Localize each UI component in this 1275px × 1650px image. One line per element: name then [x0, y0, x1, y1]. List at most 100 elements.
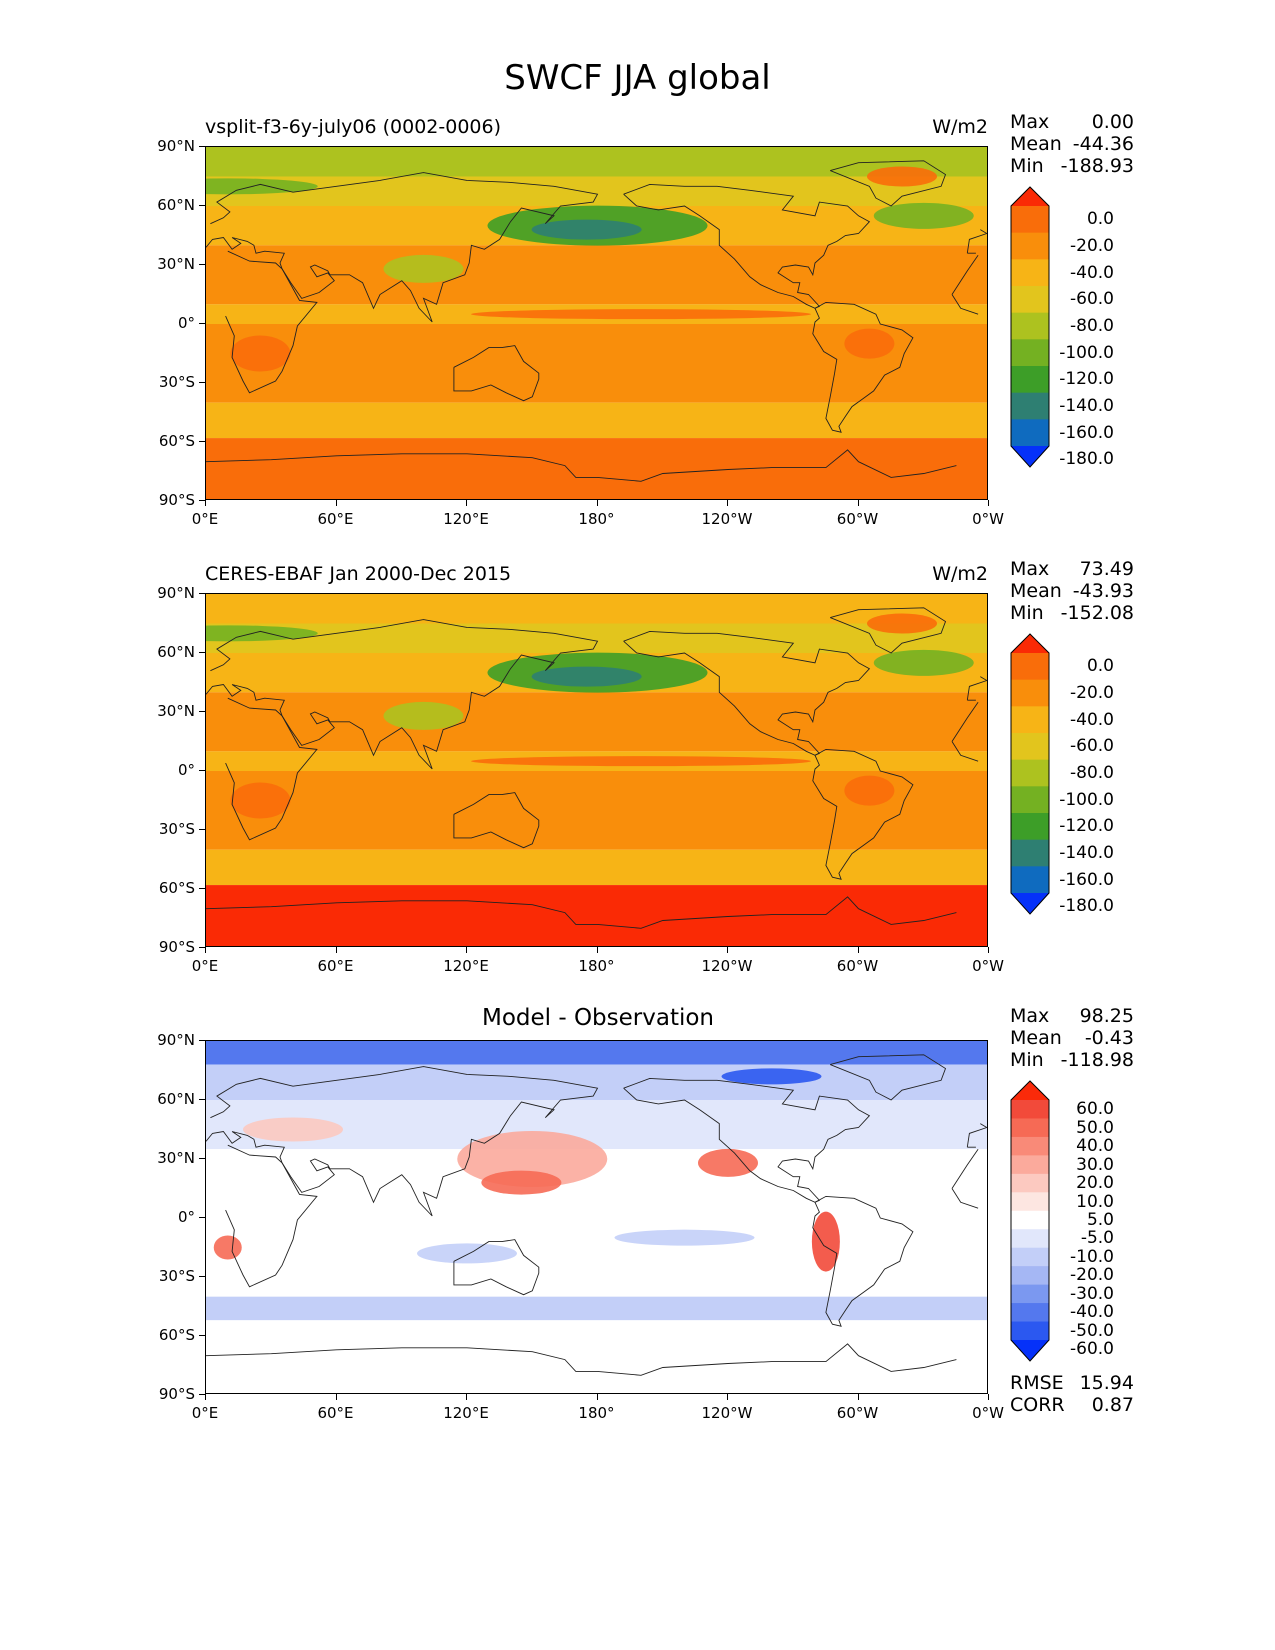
coastline-eurasia: [206, 172, 987, 323]
field-north-atlantic-cloud: [873, 202, 974, 229]
lat-tick-mark: [199, 146, 205, 147]
stat-label: Min: [1010, 1049, 1044, 1071]
lon-tick-label: 60°E: [317, 510, 354, 528]
colorbar-label: 20.0: [1076, 1173, 1114, 1194]
stat-label: Max: [1010, 1005, 1050, 1027]
lon-tick-mark: [205, 500, 206, 506]
lon-tick-label: 120°W: [701, 1404, 753, 1422]
stat-min: Min -118.98: [1010, 1049, 1134, 1071]
field-southern-africa: [230, 782, 291, 819]
colorbar-segment: [1011, 206, 1049, 234]
field-band-subarctic: [206, 1064, 987, 1100]
field-asian-monsoon: [383, 254, 464, 283]
lon-tick-label: 120°W: [701, 957, 753, 975]
colorbar-segment: [1011, 1266, 1049, 1286]
lat-tick-label: 90°N: [157, 137, 195, 155]
stat-min: Min -152.08: [1010, 602, 1134, 624]
lat-tick-mark: [199, 947, 205, 948]
stat-label: Mean: [1010, 580, 1062, 602]
lon-tick-label: 120°E: [443, 510, 489, 528]
coastline-south-america: [812, 748, 914, 880]
colorbar-extend-max: [1011, 1081, 1049, 1100]
stat-label: CORR: [1010, 1394, 1065, 1416]
lon-tick-label: 120°W: [701, 510, 753, 528]
lon-tick-label: 60°W: [836, 957, 879, 975]
lon-tick-mark: [727, 947, 728, 953]
lon-tick-label: 0°W: [972, 957, 1004, 975]
map-observation[interactable]: [205, 593, 988, 947]
stat-value: 15.94: [1079, 1372, 1134, 1394]
colorbar: [1010, 633, 1050, 915]
lon-tick-label: 180°: [578, 1404, 615, 1422]
colorbar-extend-max: [1011, 187, 1049, 206]
stat-value: -188.93: [1060, 155, 1134, 177]
map-canvas: [206, 147, 987, 499]
coastline-australia: [453, 792, 540, 849]
colorbar-segment: [1011, 419, 1049, 447]
colorbar-outline: [1010, 633, 1050, 915]
lat-tick-label: 90°S: [158, 938, 195, 956]
colorbar-segment: [1011, 759, 1049, 787]
coastline-greenland: [830, 1054, 947, 1101]
colorbar-label: -80.0: [1070, 316, 1114, 336]
lon-tick-label: 60°E: [317, 957, 354, 975]
stat-label: Mean: [1010, 1027, 1062, 1049]
lat-tick-mark: [199, 441, 205, 442]
lon-tick-label: 180°: [578, 957, 615, 975]
lon-tick-mark: [857, 1394, 859, 1400]
colorbar-outline: [1010, 1080, 1050, 1362]
colorbar-label: -180.0: [1059, 896, 1114, 917]
field-south-america: [844, 775, 895, 806]
coastline-south-america: [812, 301, 914, 433]
stat-max: Max 73.49: [1010, 558, 1134, 580]
lon-tick-mark: [596, 947, 598, 953]
lon-tick-label: 0°E: [191, 957, 219, 975]
lon-tick-mark: [335, 947, 337, 953]
field-band-antarctic: [206, 885, 987, 946]
colorbar-label: -120.0: [1059, 816, 1114, 837]
stat-label: Max: [1010, 111, 1050, 133]
colorbar-segment: [1011, 339, 1049, 367]
field-band-arctic: [206, 594, 987, 624]
map-model[interactable]: [205, 146, 988, 500]
lat-tick-mark: [199, 1394, 205, 1395]
colorbar-label: 60.0: [1076, 1099, 1114, 1120]
colorbar-label: -5.0: [1080, 1228, 1114, 1249]
coastline-africa: [225, 250, 979, 394]
lon-tick-label: 0°E: [191, 1404, 219, 1422]
stat-max: Max 98.25: [1010, 1005, 1134, 1027]
stats-block: Max 73.49 Mean -43.93 Min -152.08: [1010, 558, 1134, 624]
lon-tick-mark: [988, 1394, 989, 1400]
lon-tick-mark: [596, 1394, 598, 1400]
lon-tick-label: 180°: [578, 510, 615, 528]
field-equatorial-pacific: [471, 309, 811, 320]
field-peru-stratus: [811, 1211, 840, 1272]
lon-tick-label: 0°E: [191, 510, 219, 528]
lon-tick-label: 60°W: [836, 1404, 879, 1422]
colorbar: [1010, 186, 1050, 468]
colorbar-label: -160.0: [1059, 422, 1114, 443]
stat-value: 0.00: [1091, 111, 1134, 133]
lon-tick-label: 0°W: [972, 1404, 1004, 1422]
lon-tick-mark: [857, 947, 859, 953]
lon-tick-mark: [988, 947, 989, 953]
lat-tick-label: 0°: [177, 314, 195, 332]
colorbar-label: -60.0: [1070, 1339, 1114, 1360]
map-canvas: [206, 1041, 987, 1393]
map-difference[interactable]: [205, 1040, 988, 1394]
colorbar-segment: [1011, 392, 1049, 420]
colorbar-label: -160.0: [1059, 869, 1114, 890]
stats-block: Max 98.25 Mean -0.43 Min -118.98: [1010, 1005, 1134, 1071]
main-title: SWCF JJA global: [504, 58, 771, 98]
stat-max: Max 0.00: [1010, 111, 1134, 133]
colorbar-segment: [1011, 839, 1049, 867]
stat-value: -43.93: [1072, 580, 1134, 602]
coastline-greenland: [830, 160, 947, 207]
colorbar-segment: [1011, 1284, 1049, 1304]
field-namibia-stratus: [213, 1235, 242, 1260]
coastline-antarctica: [206, 449, 957, 482]
lat-tick-label: 30°S: [158, 820, 195, 838]
stat-rmse: RMSE 15.94: [1010, 1372, 1134, 1394]
stat-label: Mean: [1010, 133, 1062, 155]
field-equatorial-pacific: [471, 756, 811, 767]
